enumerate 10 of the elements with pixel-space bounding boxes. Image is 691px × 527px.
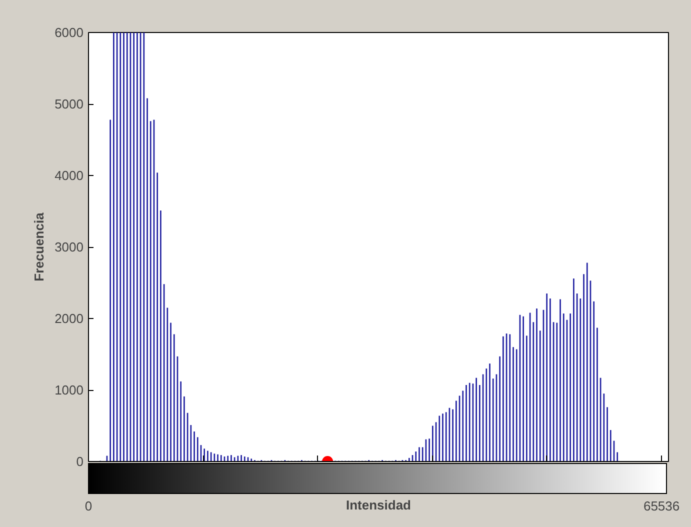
- y-tick-label: 3000: [54, 240, 84, 254]
- y-tick-label: 4000: [54, 168, 84, 183]
- y-tick-label: 5000: [54, 96, 84, 112]
- y-tick-label: 2000: [54, 311, 84, 326]
- x-tick-label: 65536: [643, 498, 680, 514]
- y-tick-label: 6000: [54, 25, 84, 40]
- y-tick-label: 0: [76, 454, 84, 469]
- x-axis-title: Intensidad: [346, 498, 412, 512]
- y-axis-title: Frecuencia: [32, 212, 47, 282]
- y-tick-label: 1000: [54, 382, 84, 398]
